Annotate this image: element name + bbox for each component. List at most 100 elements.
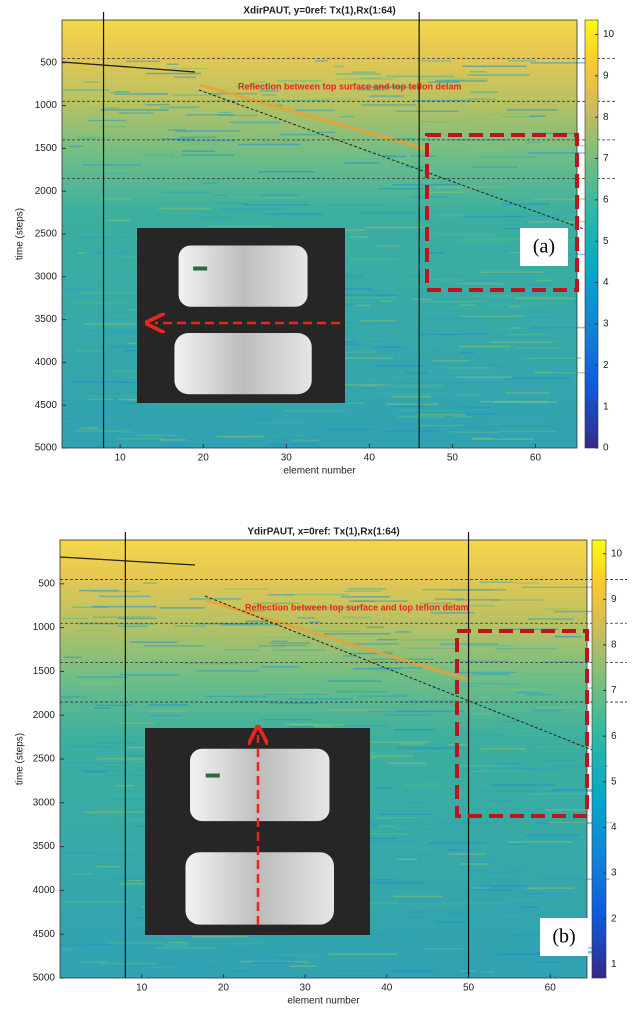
- region-box: [425, 133, 579, 292]
- heatmap-texture: [377, 638, 397, 641]
- heatmap-texture: [495, 647, 558, 650]
- heatmap-texture: [119, 722, 155, 725]
- heatmap-texture: [286, 698, 353, 700]
- colorbar-tick-label: 4: [603, 277, 609, 288]
- heatmap-texture: [525, 694, 553, 696]
- heatmap-texture: [385, 384, 397, 386]
- heatmap-texture: [460, 406, 491, 409]
- heatmap-texture: [428, 696, 479, 699]
- heatmap-texture: [160, 439, 186, 441]
- heatmap-texture: [471, 438, 535, 440]
- heatmap-texture: [216, 435, 265, 438]
- heatmap-texture: [401, 278, 462, 280]
- heatmap-texture: [395, 416, 445, 418]
- heatmap-texture: [388, 762, 426, 764]
- heatmap-texture: [430, 687, 459, 690]
- heatmap-texture: [125, 60, 160, 63]
- heatmap-texture: [104, 964, 116, 966]
- heatmap-texture: [75, 676, 129, 678]
- heatmap-texture: [435, 233, 495, 236]
- heatmap-texture: [171, 638, 222, 641]
- heatmap-texture: [88, 329, 140, 331]
- y-tick-label: 3500: [33, 841, 56, 852]
- heatmap-texture: [117, 138, 187, 140]
- heatmap-texture: [347, 417, 411, 420]
- heatmap-texture: [177, 139, 236, 142]
- heatmap-texture: [417, 60, 452, 62]
- heatmap-texture: [284, 409, 346, 412]
- heatmap-texture: [522, 674, 584, 677]
- y-tick-label: 1500: [33, 666, 56, 677]
- heatmap-texture: [162, 185, 208, 188]
- heatmap-texture: [69, 145, 84, 148]
- heatmap-texture: [147, 710, 186, 712]
- heatmap-texture: [438, 738, 451, 740]
- heatmap-texture: [292, 723, 345, 726]
- y-axis-label: time (steps): [15, 208, 26, 260]
- heatmap-texture: [362, 385, 380, 387]
- heatmap-texture: [500, 430, 557, 432]
- heatmap-texture: [259, 194, 300, 196]
- heatmap-texture: [518, 860, 547, 862]
- heatmap-texture: [121, 250, 136, 253]
- heatmap-texture: [119, 674, 180, 676]
- heatmap-texture: [152, 212, 199, 215]
- heatmap-texture: [272, 649, 327, 651]
- heatmap-texture: [377, 825, 397, 828]
- heatmap-texture: [337, 303, 374, 305]
- heatmap-texture: [117, 625, 148, 628]
- heatmap-texture: [169, 106, 202, 108]
- heatmap-texture: [87, 701, 143, 704]
- heatmap-texture: [412, 99, 472, 102]
- heatmap-texture: [487, 113, 555, 115]
- heatmap-texture: [479, 400, 550, 403]
- heatmap-texture: [495, 688, 542, 691]
- heatmap-texture: [532, 961, 564, 964]
- heatmap-texture: [361, 104, 417, 106]
- heatmap-texture: [336, 940, 398, 942]
- heatmap-texture: [90, 590, 140, 593]
- heatmap-texture: [117, 617, 158, 620]
- heatmap-texture: [87, 108, 98, 110]
- heatmap-texture: [163, 944, 190, 947]
- heatmap-texture: [517, 347, 562, 349]
- heatmap-texture: [391, 386, 436, 388]
- heatmap-texture: [312, 630, 360, 632]
- heatmap-texture: [78, 961, 108, 964]
- heatmap-texture: [252, 602, 299, 605]
- heatmap-texture: [524, 721, 584, 723]
- heatmap-texture: [62, 852, 123, 854]
- heatmap-texture: [78, 622, 140, 625]
- heatmap-texture: [195, 670, 259, 672]
- heatmap-texture: [60, 944, 115, 946]
- heatmap-texture: [453, 416, 471, 418]
- heatmap-texture: [364, 226, 429, 229]
- heatmap-texture: [166, 63, 179, 65]
- heatmap-texture: [60, 696, 87, 698]
- heatmap-texture: [541, 371, 588, 374]
- annotation: Reflection between top surface and top t…: [238, 81, 462, 91]
- y-tick-label: 3500: [35, 314, 58, 325]
- heatmap-texture: [294, 109, 335, 112]
- heatmap-texture: [442, 79, 464, 82]
- heatmap-texture: [319, 188, 367, 190]
- heatmap-texture: [441, 334, 455, 336]
- heatmap-texture: [469, 70, 487, 73]
- heatmap-texture: [252, 81, 267, 83]
- heatmap-texture: [168, 129, 186, 131]
- heatmap-texture: [299, 105, 310, 108]
- heatmap-texture: [463, 215, 522, 218]
- heatmap-texture: [74, 683, 120, 686]
- heatmap-texture: [399, 743, 425, 745]
- heatmap-texture: [97, 865, 120, 868]
- heatmap-texture: [342, 322, 410, 324]
- heatmap-texture: [470, 770, 527, 773]
- heatmap-texture: [231, 700, 278, 703]
- heatmap-texture: [520, 293, 543, 296]
- heatmap-texture: [271, 640, 289, 642]
- heatmap-texture: [413, 748, 446, 750]
- heatmap-texture: [414, 173, 455, 175]
- colorbar-tick-label: 7: [611, 685, 617, 696]
- heatmap-texture: [377, 188, 424, 190]
- heatmap-texture: [78, 589, 119, 592]
